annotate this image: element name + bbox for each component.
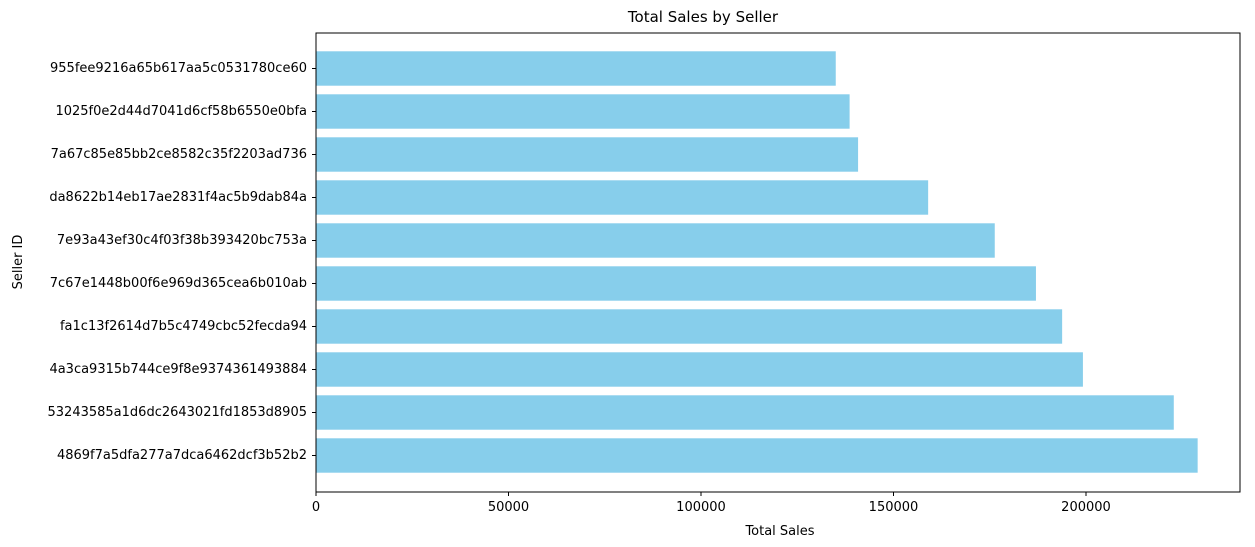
y-axis-title: Seller ID	[11, 235, 26, 290]
x-tick-label-2: 100000	[676, 500, 726, 515]
y-tick-label-0: 4869f7a5dfa277a7dca6462dcf3b52b2	[57, 448, 307, 463]
bar-4	[316, 266, 1036, 300]
y-tick-label-8: 1025f0e2d44d7041d6cf58b6550e0bfa	[55, 104, 307, 119]
chart-title: Total Sales by Seller	[627, 8, 779, 26]
x-axis-title: Total Sales	[744, 524, 814, 539]
y-tick-label-5: 7e93a43ef30c4f03f38b393420bc753a	[57, 233, 307, 248]
bar-5	[316, 223, 995, 257]
y-tick-label-9: 955fee9216a65b617aa5c0531780ce60	[50, 61, 307, 76]
y-tick-label-6: da8622b14eb17ae2831f4ac5b9dab84a	[49, 190, 307, 205]
bar-2	[316, 352, 1083, 386]
y-tick-label-1: 53243585a1d6dc2643021fd1853d8905	[48, 405, 307, 420]
x-tick-label-3: 150000	[869, 500, 919, 515]
bar-8	[316, 94, 850, 128]
y-tick-label-2: 4a3ca9315b744ce9f8e9374361493884	[49, 362, 307, 377]
x-tick-label-4: 200000	[1061, 500, 1111, 515]
x-tick-label-0: 0	[312, 500, 320, 515]
y-ticks-group: 4869f7a5dfa277a7dca6462dcf3b52b2 53243585…	[48, 61, 316, 463]
bars-group	[316, 51, 1198, 472]
bar-7	[316, 137, 858, 171]
bar-1	[316, 395, 1174, 429]
bar-6	[316, 180, 928, 214]
bar-9	[316, 51, 836, 85]
y-tick-label-4: 7c67e1448b00f6e969d365cea6b010ab	[50, 276, 307, 291]
bar-3	[316, 309, 1062, 343]
y-tick-label-3: fa1c13f2614d7b5c4749cbc52fecda94	[60, 319, 307, 334]
x-ticks-group: 0 50000 100000 150000 200000	[312, 492, 1111, 515]
x-tick-label-1: 50000	[488, 500, 529, 515]
y-tick-label-7: 7a67c85e85bb2ce8582c35f2203ad736	[51, 147, 307, 162]
bar-0	[316, 438, 1198, 472]
